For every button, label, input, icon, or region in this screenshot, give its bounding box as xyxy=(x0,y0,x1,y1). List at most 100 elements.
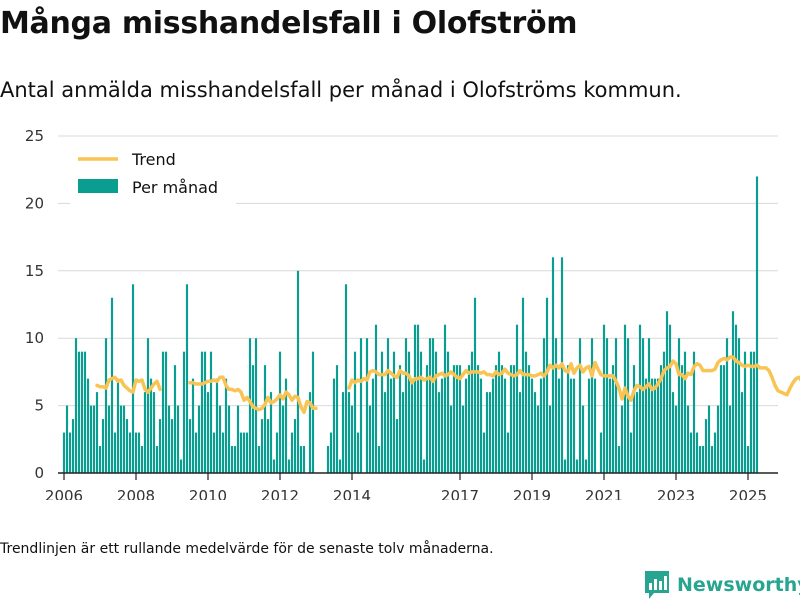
bar xyxy=(332,378,336,473)
bar xyxy=(533,392,537,473)
bar xyxy=(62,432,66,473)
bar xyxy=(278,351,282,473)
bar xyxy=(407,351,411,473)
bar xyxy=(593,378,597,473)
bar xyxy=(755,176,759,473)
bar xyxy=(551,257,555,473)
bar xyxy=(107,405,111,473)
bar xyxy=(635,392,639,473)
bar xyxy=(140,446,144,473)
bar xyxy=(275,432,279,473)
y-tick-label: 0 xyxy=(34,464,44,482)
bar xyxy=(461,405,465,473)
bar xyxy=(392,351,396,473)
bar xyxy=(680,365,684,473)
bar xyxy=(194,432,198,473)
legend: Trend Per månad xyxy=(70,144,236,208)
bar xyxy=(653,378,657,473)
bar xyxy=(689,432,693,473)
bar xyxy=(704,419,708,473)
legend-label-per-month: Per månad xyxy=(132,178,218,197)
bar xyxy=(293,419,297,473)
bar xyxy=(167,405,171,473)
bar xyxy=(368,405,372,473)
x-axis: 2006 2008 2010 2012 2014 2017 2019 2021 2023 2025 xyxy=(45,472,778,500)
x-tick-label: 2008 xyxy=(117,487,155,500)
bar xyxy=(227,405,231,473)
bar xyxy=(428,338,432,473)
chart-title: Många misshandelsfall i Olofström xyxy=(0,6,578,41)
bar xyxy=(221,432,225,473)
trend-segment xyxy=(95,375,162,394)
bar xyxy=(575,459,579,473)
bar-chart-logo-icon xyxy=(645,571,669,599)
bar xyxy=(92,405,96,473)
bar xyxy=(152,392,156,473)
bar xyxy=(494,365,498,473)
bar xyxy=(164,351,168,473)
bar xyxy=(425,365,429,473)
bar xyxy=(548,405,552,473)
bar xyxy=(74,338,78,473)
bar xyxy=(347,392,351,473)
bar xyxy=(413,324,417,473)
bar xyxy=(437,392,441,473)
bar xyxy=(539,378,543,473)
bar xyxy=(728,405,732,473)
bar xyxy=(245,432,249,473)
bar xyxy=(536,405,540,473)
bar xyxy=(638,324,642,473)
bar xyxy=(581,405,585,473)
bar xyxy=(224,378,228,473)
bar xyxy=(632,365,636,473)
bar xyxy=(191,378,195,473)
x-tick-label: 2017 xyxy=(441,487,479,500)
bar xyxy=(341,392,345,473)
bar xyxy=(569,378,573,473)
bar xyxy=(608,378,612,473)
bar xyxy=(266,419,270,473)
bar xyxy=(455,365,459,473)
bar xyxy=(302,446,306,473)
bar xyxy=(83,351,87,473)
bar xyxy=(671,392,675,473)
chart-subtitle: Antal anmälda misshandelsfall per månad … xyxy=(0,78,682,102)
bar xyxy=(566,365,570,473)
bar xyxy=(443,324,447,473)
y-tick-label: 10 xyxy=(25,329,44,347)
y-axis: 0 5 10 15 20 25 xyxy=(25,127,44,482)
legend-label-trend: Trend xyxy=(131,150,176,169)
bar xyxy=(695,432,699,473)
bar xyxy=(587,378,591,473)
bar xyxy=(500,365,504,473)
trend-segment xyxy=(347,355,800,402)
legend-bar-swatch xyxy=(78,179,118,193)
bar xyxy=(155,446,159,473)
bar xyxy=(419,351,423,473)
bar xyxy=(263,365,267,473)
bar xyxy=(395,419,399,473)
bar xyxy=(410,378,414,473)
bar xyxy=(665,311,669,473)
bar xyxy=(374,324,378,473)
bar xyxy=(458,365,462,473)
bar xyxy=(590,338,594,473)
bar xyxy=(161,351,165,473)
bar xyxy=(563,459,567,473)
bar xyxy=(521,297,525,473)
bar xyxy=(401,392,405,473)
bar xyxy=(335,365,339,473)
bar xyxy=(470,351,474,473)
bar xyxy=(101,419,105,473)
bar xyxy=(230,446,234,473)
x-tick-label: 2010 xyxy=(189,487,227,500)
bar xyxy=(746,446,750,473)
x-tick-label: 2006 xyxy=(45,487,83,500)
y-tick-label: 15 xyxy=(25,262,44,280)
bar xyxy=(254,338,258,473)
bar xyxy=(452,365,456,473)
bar xyxy=(467,365,471,473)
bar xyxy=(716,405,720,473)
bar xyxy=(386,338,390,473)
brand-logo[interactable]: Newsworthy xyxy=(645,570,800,600)
